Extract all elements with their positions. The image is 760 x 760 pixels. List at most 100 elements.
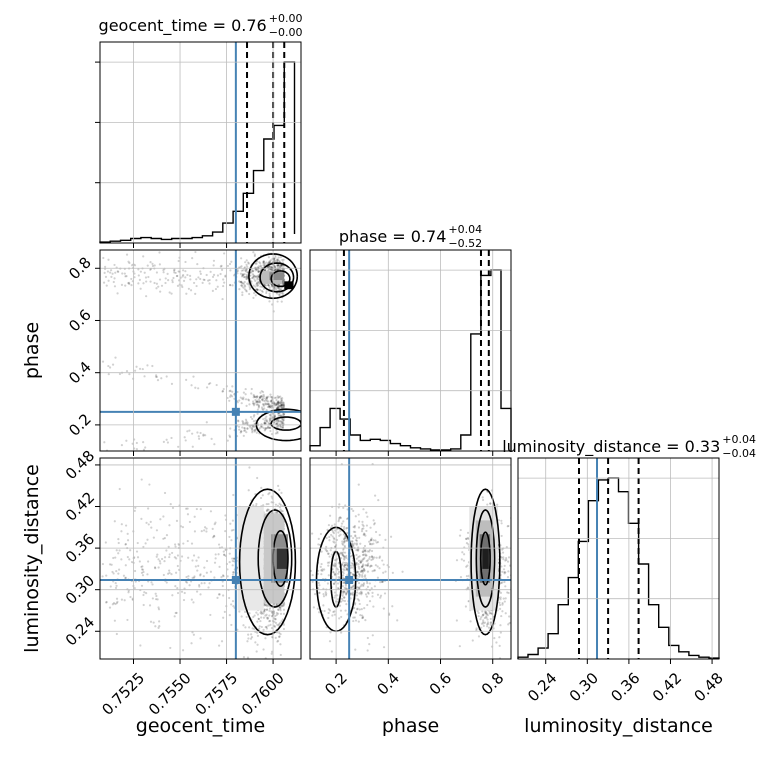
sample-point bbox=[140, 478, 143, 481]
sample-point bbox=[357, 620, 360, 623]
sample-point bbox=[265, 627, 269, 630]
sample-point bbox=[240, 615, 243, 618]
sample-point bbox=[186, 507, 189, 510]
sample-point bbox=[486, 614, 489, 617]
sample-point bbox=[326, 561, 330, 564]
panel-phase-geocent_time-grid bbox=[100, 250, 301, 451]
sample-point bbox=[484, 611, 487, 615]
sample-point bbox=[493, 637, 496, 640]
sample-point bbox=[197, 564, 200, 567]
sample-point bbox=[279, 508, 282, 511]
sample-point bbox=[276, 396, 280, 399]
sample-point bbox=[376, 576, 380, 579]
sample-point bbox=[281, 414, 284, 417]
sample-point bbox=[279, 612, 283, 615]
sample-point bbox=[372, 519, 375, 522]
sample-point bbox=[269, 418, 272, 421]
sample-point bbox=[112, 556, 115, 560]
sample-point bbox=[257, 400, 261, 404]
sample-point bbox=[328, 609, 332, 612]
sample-point bbox=[331, 535, 334, 538]
sample-point bbox=[256, 613, 260, 616]
sample-point bbox=[326, 528, 329, 531]
sample-point bbox=[355, 557, 358, 560]
sample-point bbox=[155, 529, 159, 532]
sample-point bbox=[370, 549, 374, 553]
sample-point bbox=[237, 420, 240, 423]
sample-point bbox=[144, 276, 148, 279]
sample-point bbox=[368, 582, 371, 585]
sample-point bbox=[352, 619, 355, 623]
sample-point bbox=[155, 594, 158, 598]
sample-point bbox=[257, 406, 260, 409]
sample-point bbox=[344, 555, 347, 559]
sample-point bbox=[374, 539, 377, 542]
sample-point bbox=[333, 613, 336, 616]
sample-point bbox=[471, 639, 474, 642]
sample-point bbox=[362, 568, 365, 571]
sample-point bbox=[505, 546, 508, 549]
sample-point bbox=[176, 554, 180, 557]
sample-point bbox=[499, 598, 502, 601]
sample-point bbox=[263, 422, 266, 425]
sample-point bbox=[261, 398, 264, 401]
sample-point bbox=[262, 287, 265, 291]
sample-point bbox=[477, 615, 480, 618]
sample-point bbox=[202, 434, 205, 437]
sample-point bbox=[374, 494, 377, 497]
sample-point bbox=[252, 296, 255, 299]
sample-point bbox=[342, 551, 345, 554]
sample-point bbox=[282, 405, 285, 408]
sample-point bbox=[247, 283, 250, 286]
sample-point bbox=[215, 279, 218, 282]
sample-point bbox=[246, 656, 250, 659]
sample-point bbox=[280, 399, 283, 403]
sample-point bbox=[245, 268, 248, 271]
sample-point bbox=[280, 403, 283, 407]
sample-point bbox=[244, 421, 247, 424]
sample-point bbox=[273, 285, 276, 288]
sample-point bbox=[254, 395, 257, 398]
sample-point bbox=[281, 397, 284, 400]
sample-point bbox=[343, 566, 346, 569]
sample-point bbox=[338, 604, 342, 607]
sample-point bbox=[501, 601, 504, 605]
sample-point bbox=[276, 300, 279, 303]
sample-point bbox=[105, 284, 108, 287]
sample-point bbox=[325, 549, 328, 552]
sample-point bbox=[344, 563, 347, 566]
sample-point bbox=[246, 422, 249, 425]
sample-point bbox=[342, 533, 346, 536]
sample-point bbox=[277, 264, 280, 267]
sample-point bbox=[137, 451, 139, 453]
sample-point bbox=[117, 568, 121, 571]
sample-point bbox=[257, 617, 260, 621]
sample-point bbox=[118, 487, 121, 491]
sample-point bbox=[281, 258, 284, 262]
sample-point bbox=[264, 637, 267, 640]
sample-point bbox=[459, 528, 462, 532]
sample-point bbox=[267, 265, 270, 268]
sample-point bbox=[154, 592, 157, 595]
sample-point bbox=[222, 594, 225, 597]
sample-point bbox=[268, 260, 272, 264]
sample-point bbox=[198, 585, 201, 588]
sample-point bbox=[280, 401, 283, 405]
sample-point bbox=[262, 408, 265, 412]
sample-point bbox=[334, 529, 337, 532]
sample-point bbox=[365, 529, 368, 533]
sample-point bbox=[240, 430, 243, 433]
sample-point bbox=[156, 553, 159, 556]
sample-point bbox=[381, 559, 384, 562]
x-tick-label-geocent_time-2: 0.7575 bbox=[191, 669, 241, 719]
panel-frame bbox=[309, 457, 512, 660]
sample-point bbox=[111, 363, 115, 366]
panel-luminosity_distance-geocent_time-frame bbox=[95, 457, 302, 664]
sample-point bbox=[192, 375, 195, 378]
sample-point bbox=[262, 403, 265, 406]
sample-point bbox=[345, 527, 348, 530]
sample-point bbox=[346, 568, 349, 571]
sample-point bbox=[114, 271, 117, 274]
sample-point bbox=[343, 599, 347, 603]
sample-point bbox=[278, 268, 282, 271]
